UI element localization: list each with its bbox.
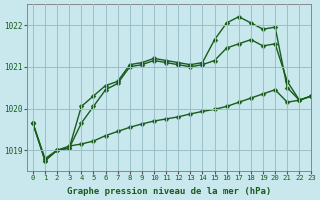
X-axis label: Graphe pression niveau de la mer (hPa): Graphe pression niveau de la mer (hPa): [67, 187, 271, 196]
